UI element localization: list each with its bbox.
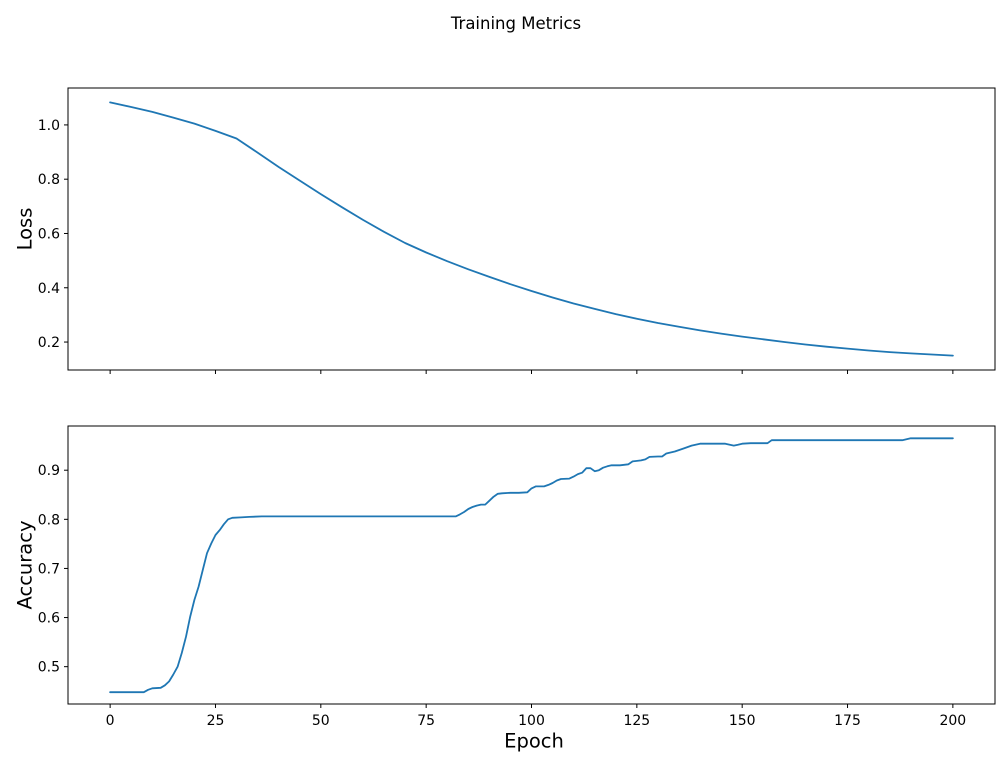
x-tick-label: 50 <box>312 713 330 729</box>
y-tick-label: 0.7 <box>38 561 60 577</box>
epoch-x-axis-label: Epoch <box>504 729 564 753</box>
x-tick-label: 25 <box>207 713 225 729</box>
y-tick-label: 0.5 <box>38 660 60 676</box>
figure-title: Training Metrics <box>450 14 582 33</box>
loss-y-axis-label: Loss <box>13 207 37 251</box>
y-tick-label: 0.8 <box>38 172 60 188</box>
y-tick-label: 0.6 <box>38 226 60 242</box>
x-tick-label: 150 <box>729 713 756 729</box>
accuracy-plot-frame <box>67 425 996 705</box>
x-tick-label: 175 <box>834 713 861 729</box>
accuracy-plot: 0 25 50 75 100 125 150 175 200 0.5 0.6 0.7 0.8 0.9 <box>38 425 996 729</box>
y-tick-label: 0.9 <box>38 463 60 479</box>
y-tick-label: 0.6 <box>38 611 60 627</box>
loss-line <box>109 101 954 357</box>
accuracy-y-axis-label: Accuracy <box>13 520 37 610</box>
x-tick-label: 75 <box>417 713 435 729</box>
y-tick-label: 0.8 <box>38 512 60 528</box>
y-tick-label: 0.2 <box>38 335 60 351</box>
y-tick-label: 1.0 <box>38 118 60 134</box>
loss-plot: 0.2 0.4 0.6 0.8 1.0 <box>38 87 996 374</box>
x-tick-label: 0 <box>106 713 115 729</box>
y-tick-label: 0.4 <box>38 281 60 297</box>
x-tick-label: 125 <box>623 713 650 729</box>
accuracy-line <box>109 437 954 694</box>
loss-plot-frame <box>67 87 996 371</box>
x-tick-label: 100 <box>518 713 545 729</box>
x-tick-label: 200 <box>939 713 966 729</box>
